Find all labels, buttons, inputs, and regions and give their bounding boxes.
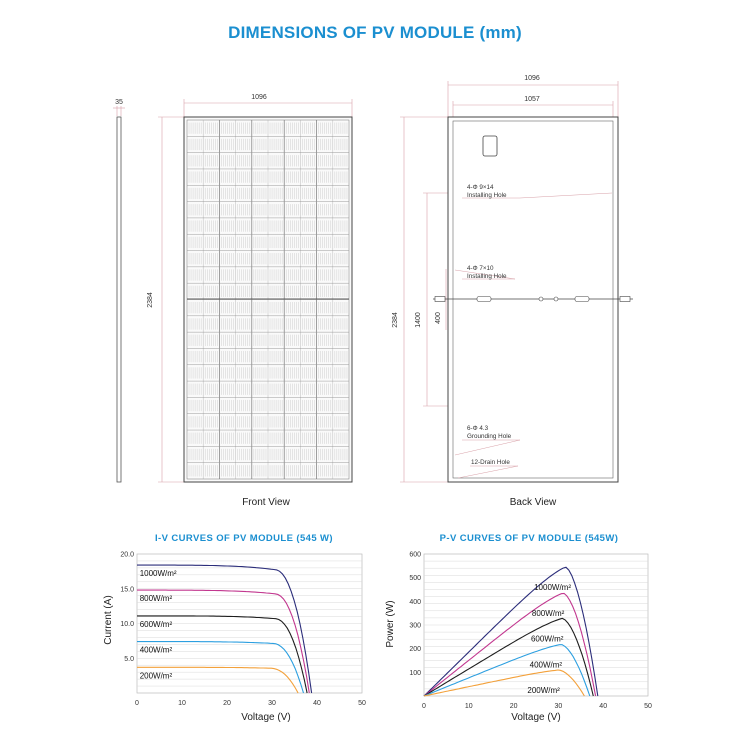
iv-x-tick: 50: [358, 700, 366, 707]
iv-chart-title: I-V CURVES OF PV MODULE (545 W): [155, 533, 333, 544]
iv-curve-600: [137, 615, 308, 694]
pv-chart: P-V CURVES OF PV MODULE (545W) 0 10 20 30 40…: [385, 533, 652, 723]
iv-x-tick: 20: [223, 700, 231, 707]
pv-curve-200: [423, 669, 585, 697]
iv-y-axis-label: Current (A): [103, 595, 114, 644]
pv-series-label: 800W/m²: [532, 609, 565, 618]
iv-series-label: 800W/m²: [140, 594, 173, 603]
pv-series-label: 400W/m²: [530, 660, 563, 669]
iv-y-tick: 10.0: [120, 621, 134, 628]
pv-y-axis-label: Power (W): [385, 600, 396, 647]
back-height-label: 2384: [392, 312, 399, 328]
pv-series-label: 1000W/m²: [534, 583, 571, 592]
pv-y-tick: 200: [409, 646, 421, 653]
back-view: 1096 1057 2384 1400 400: [392, 75, 633, 483]
back-view-label: Back View: [510, 497, 557, 508]
hole-spacing-1400-label: 1400: [415, 312, 422, 328]
pv-chart-title: P-V CURVES OF PV MODULE (545W): [440, 533, 619, 544]
iv-y-tick: 20.0: [120, 552, 134, 559]
pv-y-tick: 300: [409, 623, 421, 630]
note-drain-hole: 12-Drain Hole: [471, 459, 510, 466]
module-drawings: 35 1096 2384 Front View 1096 1057 2384: [113, 75, 633, 508]
front-view-label: Front View: [242, 497, 290, 508]
iv-series-label: 200W/m²: [140, 671, 173, 680]
note-installing-hole-2: 4-Φ 7×10: [467, 265, 494, 272]
pv-x-tick: 0: [422, 703, 426, 710]
note-grounding-hole-desc: Grounding Hole: [467, 433, 512, 440]
iv-x-tick: 40: [313, 700, 321, 707]
note-installing-hole-1: 4-Φ 9×14: [467, 184, 494, 191]
pv-curve-800: [423, 592, 597, 697]
iv-curve-800: [137, 589, 310, 694]
iv-x-tick: 10: [178, 700, 186, 707]
note-installing-hole-2-desc: Installing Hole: [467, 273, 507, 280]
pv-y-tick: 500: [409, 575, 421, 582]
front-width-label: 1096: [251, 94, 267, 101]
pv-series-label: 200W/m²: [527, 686, 560, 695]
pv-y-tick: 100: [409, 670, 421, 677]
iv-x-tick: 30: [268, 700, 276, 707]
junction-box: [482, 135, 498, 157]
pv-x-tick: 50: [644, 703, 652, 710]
page-title: DIMENSIONS OF PV MODULE (mm): [228, 23, 522, 42]
pv-series-label: 600W/m²: [531, 634, 564, 643]
pv-y-tick: 600: [409, 552, 421, 559]
iv-y-tick: 15.0: [120, 586, 134, 593]
back-outer-width-label: 1096: [524, 75, 540, 82]
side-thickness-label: 35: [115, 99, 123, 106]
iv-series-label: 400W/m²: [140, 646, 173, 655]
iv-x-axis-label: Voltage (V): [241, 712, 290, 723]
pv-curve-400: [423, 644, 591, 697]
iv-series-label: 1000W/m²: [140, 569, 177, 578]
iv-curve-1000: [137, 564, 313, 694]
cable-assembly: [433, 296, 633, 302]
pv-x-tick: 10: [465, 703, 473, 710]
back-inner-width-label: 1057: [524, 96, 540, 103]
front-height-label: 2384: [147, 292, 154, 308]
iv-curve-400: [137, 641, 305, 694]
note-installing-hole-1-desc: Installing Hole: [467, 192, 507, 199]
iv-y-tick: 5.0: [124, 656, 134, 663]
pv-x-axis-label: Voltage (V): [511, 712, 560, 723]
front-cell-grid: [187, 120, 349, 479]
iv-curve-200: [137, 666, 299, 694]
pv-y-tick: 400: [409, 599, 421, 606]
hole-spacing-400-label: 400: [435, 312, 442, 324]
note-grounding-hole: 6-Φ 4.3: [467, 425, 489, 432]
iv-chart: I-V CURVES OF PV MODULE (545 W) 0 10 20 30 4…: [103, 533, 366, 723]
iv-series-label: 600W/m²: [140, 620, 173, 629]
iv-x-tick: 0: [135, 700, 139, 707]
side-profile: [116, 116, 122, 483]
pv-x-tick: 40: [599, 703, 607, 710]
front-view: 1096 2384: [147, 94, 353, 483]
pv-x-tick: 20: [510, 703, 518, 710]
pv-x-tick: 30: [555, 703, 563, 710]
back-panel-frame: [447, 116, 619, 483]
pv-curve-600: [423, 617, 594, 697]
pv-curve-1000: [423, 566, 599, 697]
side-view: 35: [113, 99, 125, 483]
